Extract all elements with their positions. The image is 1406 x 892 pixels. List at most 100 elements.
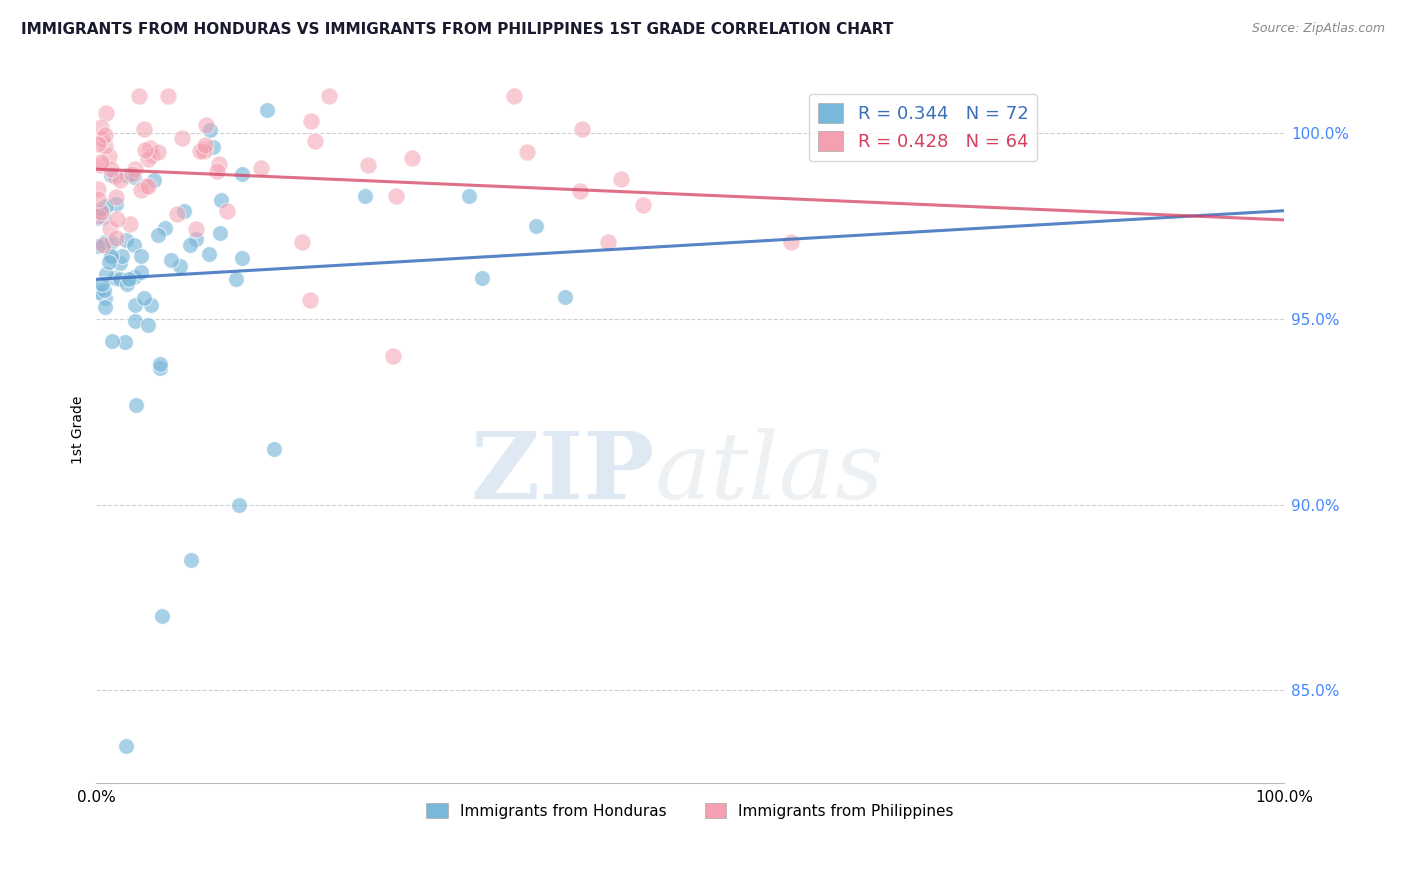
Point bbox=[104, 197, 127, 211]
Point bbox=[304, 134, 326, 148]
Point bbox=[201, 140, 224, 154]
Point bbox=[90, 277, 112, 292]
Point bbox=[179, 237, 201, 252]
Point bbox=[231, 167, 253, 181]
Point bbox=[94, 291, 117, 305]
Point bbox=[90, 205, 112, 219]
Point bbox=[141, 147, 163, 161]
Point bbox=[205, 164, 228, 178]
Text: IMMIGRANTS FROM HONDURAS VS IMMIGRANTS FROM PHILIPPINES 1ST GRADE CORRELATION CH: IMMIGRANTS FROM HONDURAS VS IMMIGRANTS F… bbox=[21, 22, 893, 37]
Point bbox=[299, 293, 322, 308]
Point bbox=[93, 235, 115, 250]
Point bbox=[108, 173, 131, 187]
Point bbox=[115, 739, 138, 753]
Point bbox=[184, 222, 207, 236]
Point bbox=[124, 162, 146, 177]
Point bbox=[134, 144, 156, 158]
Point bbox=[169, 259, 191, 273]
Point bbox=[354, 189, 377, 203]
Point bbox=[571, 122, 593, 136]
Point bbox=[105, 211, 128, 226]
Point bbox=[86, 192, 108, 206]
Point bbox=[118, 272, 141, 286]
Point bbox=[170, 130, 193, 145]
Point bbox=[100, 250, 122, 264]
Point bbox=[382, 349, 405, 363]
Point bbox=[124, 297, 146, 311]
Point bbox=[87, 283, 110, 297]
Point bbox=[554, 290, 576, 304]
Point bbox=[87, 285, 110, 299]
Point bbox=[97, 254, 120, 268]
Point bbox=[153, 221, 176, 235]
Point bbox=[516, 145, 538, 159]
Point bbox=[93, 201, 115, 215]
Point bbox=[139, 298, 162, 312]
Point bbox=[401, 151, 423, 165]
Point bbox=[105, 190, 128, 204]
Point bbox=[148, 227, 170, 242]
Point bbox=[90, 154, 112, 169]
Point bbox=[357, 158, 380, 172]
Point bbox=[159, 253, 181, 268]
Point bbox=[131, 265, 153, 279]
Point bbox=[94, 138, 117, 153]
Point bbox=[105, 231, 128, 245]
Point bbox=[122, 170, 145, 185]
Point bbox=[197, 247, 219, 261]
Point bbox=[120, 217, 142, 231]
Point bbox=[228, 498, 250, 512]
Point bbox=[100, 168, 122, 182]
Point bbox=[97, 149, 120, 163]
Point bbox=[193, 144, 215, 158]
Point bbox=[114, 334, 136, 349]
Point bbox=[132, 122, 155, 136]
Point bbox=[231, 252, 253, 266]
Point bbox=[249, 161, 271, 175]
Point bbox=[385, 188, 408, 202]
Point bbox=[569, 185, 592, 199]
Point bbox=[86, 209, 108, 223]
Point bbox=[503, 89, 526, 103]
Point bbox=[134, 291, 156, 305]
Point bbox=[136, 179, 159, 194]
Point bbox=[596, 235, 619, 249]
Point bbox=[194, 119, 217, 133]
Point bbox=[100, 249, 122, 263]
Text: Source: ZipAtlas.com: Source: ZipAtlas.com bbox=[1251, 22, 1385, 36]
Point bbox=[198, 123, 221, 137]
Point bbox=[318, 89, 340, 103]
Point bbox=[208, 226, 231, 240]
Point bbox=[115, 234, 138, 248]
Point bbox=[125, 398, 148, 412]
Point bbox=[184, 232, 207, 246]
Point bbox=[157, 89, 180, 103]
Point bbox=[135, 178, 157, 193]
Point bbox=[108, 256, 131, 270]
Point bbox=[93, 237, 115, 252]
Point bbox=[194, 137, 217, 152]
Point bbox=[217, 203, 239, 218]
Text: ZIP: ZIP bbox=[470, 427, 654, 517]
Point bbox=[610, 172, 633, 186]
Point bbox=[299, 114, 322, 128]
Point bbox=[225, 272, 247, 286]
Point bbox=[96, 199, 118, 213]
Point bbox=[96, 105, 118, 120]
Point bbox=[142, 172, 165, 186]
Point bbox=[90, 202, 112, 216]
Point bbox=[115, 277, 138, 291]
Text: atlas: atlas bbox=[654, 427, 884, 517]
Point bbox=[91, 210, 114, 224]
Point bbox=[93, 238, 115, 252]
Point bbox=[136, 152, 159, 166]
Point bbox=[193, 142, 215, 156]
Point bbox=[211, 193, 233, 207]
Point bbox=[117, 168, 139, 182]
Point bbox=[101, 334, 124, 348]
Point bbox=[166, 207, 188, 221]
Point bbox=[110, 272, 132, 286]
Point bbox=[104, 169, 127, 184]
Point bbox=[87, 182, 110, 196]
Point bbox=[129, 249, 152, 263]
